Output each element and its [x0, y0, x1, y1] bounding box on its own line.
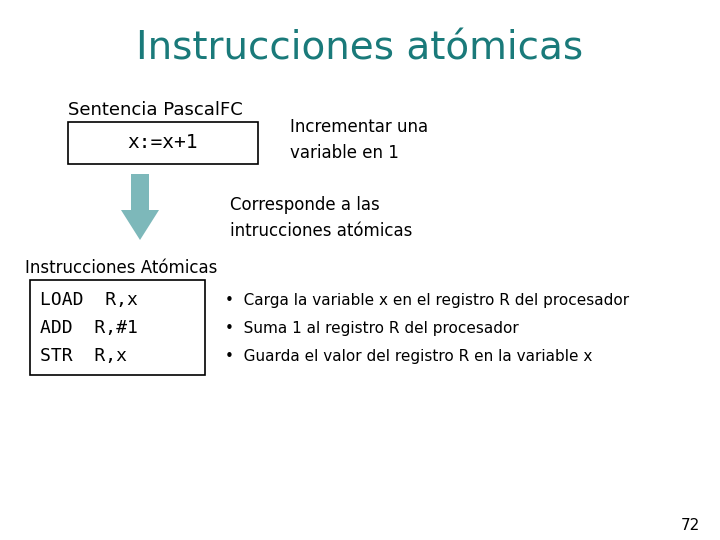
- Text: LOAD  R,x: LOAD R,x: [40, 291, 138, 309]
- Polygon shape: [121, 174, 159, 240]
- Text: STR  R,x: STR R,x: [40, 347, 127, 365]
- Text: •  Carga la variable x en el registro R del procesador: • Carga la variable x en el registro R d…: [225, 293, 629, 307]
- FancyBboxPatch shape: [68, 122, 258, 164]
- Text: •  Suma 1 al registro R del procesador: • Suma 1 al registro R del procesador: [225, 321, 518, 335]
- Text: Instrucciones Atómicas: Instrucciones Atómicas: [25, 259, 217, 277]
- Text: Incrementar una
variable en 1: Incrementar una variable en 1: [290, 118, 428, 161]
- Text: •  Guarda el valor del registro R en la variable x: • Guarda el valor del registro R en la v…: [225, 348, 593, 363]
- FancyBboxPatch shape: [30, 280, 205, 375]
- Text: 72: 72: [680, 517, 700, 532]
- Text: Instrucciones atómicas: Instrucciones atómicas: [136, 29, 584, 67]
- Text: x:=x+1: x:=x+1: [127, 133, 198, 152]
- Text: Corresponde a las
intrucciones atómicas: Corresponde a las intrucciones atómicas: [230, 197, 413, 240]
- Text: Sentencia PascalFC: Sentencia PascalFC: [68, 101, 243, 119]
- Text: ADD  R,#1: ADD R,#1: [40, 319, 138, 337]
